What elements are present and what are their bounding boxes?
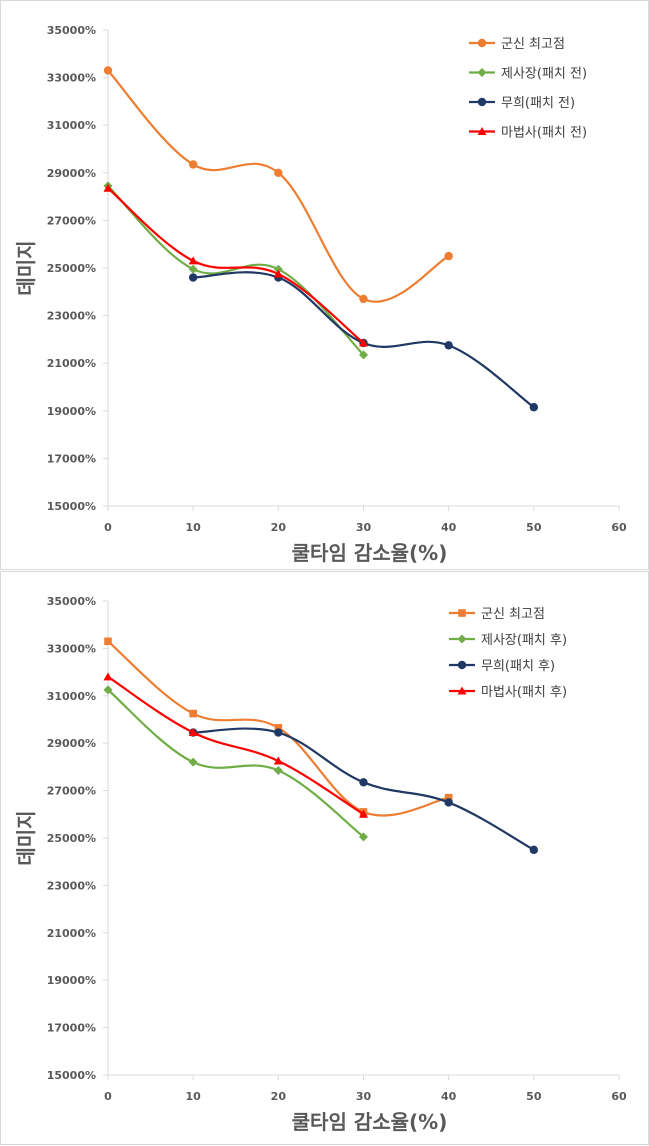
legend-label: 군신 최고점 [481, 607, 545, 622]
y-tick-label: 23000% [47, 879, 96, 892]
data-point [444, 251, 453, 261]
data-point [359, 778, 368, 787]
data-point [274, 168, 283, 177]
data-point [273, 264, 283, 274]
x-tick-label: 60 [611, 1090, 627, 1103]
legend-label: 무희(패치 후) [481, 659, 555, 674]
y-tick-label: 17000% [47, 1022, 96, 1035]
x-tick-label: 10 [186, 521, 202, 534]
legend-marker [477, 127, 487, 135]
data-point [103, 672, 113, 681]
data-point [103, 66, 113, 75]
chart-panel-after-patch: 15000% 17000% 19000% 21000% 23000% 25000% 2700… [0, 571, 649, 1145]
y-tick-label: 25000% [47, 262, 96, 275]
chart-panel-before-patch: 15000% 17000% 19000% 21000% 23000% 25000% 2700… [0, 0, 649, 570]
legend-label: 마법사(패치 전) [501, 126, 587, 141]
y-tick-label: 15000% [47, 1069, 96, 1082]
data-point [274, 728, 283, 737]
legend-label: 제사장(패치 후) [481, 633, 567, 648]
data-point [529, 845, 539, 855]
legend-marker [457, 660, 467, 670]
y-axis-title: 데미지 [14, 240, 38, 295]
data-point [273, 765, 283, 775]
y-tick-label: 29000% [47, 167, 96, 180]
legend-marker [457, 686, 467, 695]
series-line [192, 727, 535, 851]
y-tick-label: 19000% [47, 974, 96, 987]
data-point [189, 709, 197, 718]
legend-label: 마법사(패치 후) [481, 685, 567, 700]
y-tick-label: 19000% [47, 405, 96, 418]
legend-marker [458, 609, 466, 617]
data-point [444, 798, 453, 807]
y-tick-label: 33000% [47, 72, 96, 85]
x-tick-label: 10 [186, 1090, 202, 1103]
x-tick-label: 50 [526, 521, 542, 534]
x-axis-title: 쿨타임 감소율(%) [292, 541, 448, 565]
y-tick-label: 35000% [47, 24, 96, 37]
data-point [188, 273, 198, 282]
data-point [359, 832, 368, 842]
y-tick-label: 27000% [47, 214, 96, 227]
data-point [103, 183, 113, 192]
damage-chart-before-patch: 15000% 17000% 19000% 21000% 23000% 25000% 2700… [14, 24, 627, 565]
data-point [273, 756, 283, 765]
x-tick-label: 0 [104, 521, 112, 534]
data-point [188, 256, 198, 265]
y-tick-label: 29000% [47, 737, 96, 750]
data-point [273, 269, 283, 278]
y-tick-label: 31000% [47, 690, 96, 703]
series-line [106, 184, 365, 356]
x-tick-label: 40 [441, 1090, 457, 1103]
y-tick-label: 27000% [47, 785, 96, 798]
y-tick-label: 35000% [47, 595, 96, 608]
legend-marker [477, 38, 487, 48]
data-point [274, 723, 283, 732]
data-point [188, 264, 198, 274]
data-point [188, 728, 198, 737]
series-line [106, 187, 365, 345]
data-point [104, 637, 112, 646]
x-tick-label: 20 [271, 521, 287, 534]
data-point [359, 350, 368, 360]
data-point [359, 809, 368, 818]
y-tick-label: 33000% [47, 642, 96, 655]
y-tick-label: 25000% [47, 832, 96, 845]
legend-marker [477, 97, 487, 107]
x-tick-label: 50 [526, 1090, 542, 1103]
x-axis-title: 쿨타임 감소율(%) [292, 1110, 448, 1134]
damage-chart-after-patch: 15000% 17000% 19000% 21000% 23000% 25000% 2700… [14, 595, 627, 1134]
data-point [529, 403, 539, 412]
data-point [103, 685, 113, 695]
data-point [444, 341, 453, 350]
data-point [444, 793, 453, 802]
data-point [359, 294, 368, 304]
legend-marker [457, 634, 467, 644]
y-axis-title: 데미지 [14, 810, 38, 865]
data-point [188, 160, 198, 169]
x-tick-label: 30 [356, 521, 372, 534]
y-tick-label: 15000% [47, 500, 96, 513]
x-tick-label: 40 [441, 521, 457, 534]
legend-label: 군신 최고점 [501, 37, 565, 52]
y-tick-label: 23000% [47, 310, 96, 323]
x-tick-label: 20 [271, 1090, 287, 1103]
x-tick-label: 60 [611, 521, 627, 534]
y-tick-label: 21000% [47, 927, 96, 940]
legend-label: 무희(패치 전) [501, 96, 575, 111]
data-point [188, 757, 198, 767]
series-line [106, 688, 365, 838]
legend-marker [477, 68, 487, 77]
x-tick-label: 0 [104, 1090, 112, 1103]
series-line [106, 675, 365, 816]
y-tick-label: 21000% [47, 357, 96, 370]
data-point [359, 338, 368, 347]
y-tick-label: 31000% [47, 119, 96, 132]
legend-label: 제사장(패치 전) [501, 67, 587, 82]
x-tick-label: 30 [356, 1090, 372, 1103]
y-tick-label: 17000% [47, 452, 96, 465]
